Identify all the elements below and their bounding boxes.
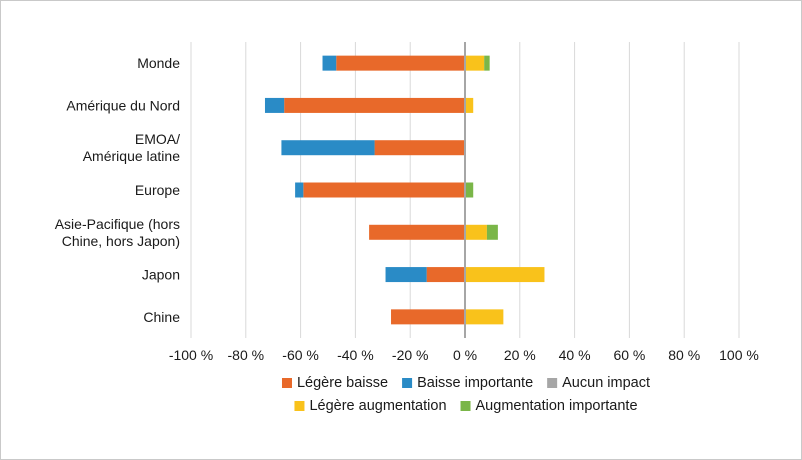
x-tick-label: 80 % [668,347,700,363]
legend-swatch [294,401,305,411]
x-tick-label: 0 % [453,347,477,363]
bar-chine-legere-baisse [391,309,465,325]
bar-monde-legere-augmentation [465,55,485,71]
category-label-europe: Europe [135,182,180,198]
legend-swatch [281,378,292,388]
category-label-emoa-amerique-latine: EMOA/Amérique latine [83,131,180,164]
bar-amerique-du-nord-legere-baisse [284,97,465,113]
category-label-asie-pacifique-hors-chine-hors-japon: Asie-Pacifique (hors Chine, hors Japon) [55,216,180,249]
bar-chine-legere-augmentation [465,309,504,325]
legend-item-augmentation-importante: Augmentation importante [460,398,638,414]
bar-japon-legere-augmentation [465,267,545,283]
category-label-amerique-du-nord: Amérique du Nord [66,97,180,113]
legend-label: Légère augmentation [309,398,446,414]
bar-amerique-du-nord-baisse-importante [264,97,285,113]
x-tick-label: -20 % [392,347,429,363]
x-tick-label: -80 % [228,347,265,363]
legend-item-baisse-importante: Baisse importante [402,375,533,391]
x-tick-label: 100 % [719,347,759,363]
bar-amerique-du-nord-legere-augmentation [465,97,474,113]
legend-item-legere-augmentation: Légère augmentation [294,398,447,414]
legend-label: Aucun impact [562,375,650,391]
category-label-chine: Chine [143,309,180,325]
bars [264,55,545,325]
bar-japon-legere-baisse [426,267,465,283]
legend-item-aucun-impact: Aucun impact [547,375,650,391]
bar-asie-pacifique-hors-chine-hors-japon-legere-baisse [369,224,465,240]
x-tick-label: -40 % [337,347,374,363]
x-tick-labels: -100 % -80 % -60 % -40 % -20 % 0 % 20 % 40 % 60 … [169,347,759,363]
bar-japon-baisse-importante [385,267,427,283]
legend-item-legere-baisse: Légère baisse [281,375,388,391]
bar-monde-legere-baisse [336,55,465,71]
legend-label: Légère baisse [297,375,388,391]
x-tick-label: 20 % [504,347,536,363]
x-tick-label: -100 % [169,347,213,363]
x-tick-label: 60 % [613,347,645,363]
bar-monde-augmentation-importante [484,55,490,71]
grid-lines [190,42,740,338]
bar-asie-pacifique-hors-chine-hors-japon-legere-augmentation [465,224,487,240]
bar-monde-baisse-importante [322,55,337,71]
legend-swatch [402,378,413,388]
legend-label: Augmentation importante [476,398,638,414]
x-tick-label: 40 % [559,347,591,363]
category-label-japon: Japon [142,267,180,283]
category-label-monde: Monde [137,55,180,71]
bar-emoa-amerique-latine-legere-baisse [374,140,465,156]
legend-label: Baisse importante [417,375,533,391]
legend: Légère baisse Baisse importante Aucun impa… [281,375,650,414]
x-tick-label: -60 % [282,347,319,363]
category-labels: Monde Amérique du Nord EMOA/Amérique latin… [55,55,180,325]
bar-emoa-amerique-latine-baisse-importante [281,140,375,156]
bar-asie-pacifique-hors-chine-hors-japon-augmentation-importante [486,224,498,240]
bar-europe-baisse-importante [295,182,304,198]
legend-swatch [460,401,471,411]
legend-swatch [547,378,558,388]
bar-europe-augmentation-importante [465,182,474,198]
bar-europe-legere-baisse [303,182,465,198]
